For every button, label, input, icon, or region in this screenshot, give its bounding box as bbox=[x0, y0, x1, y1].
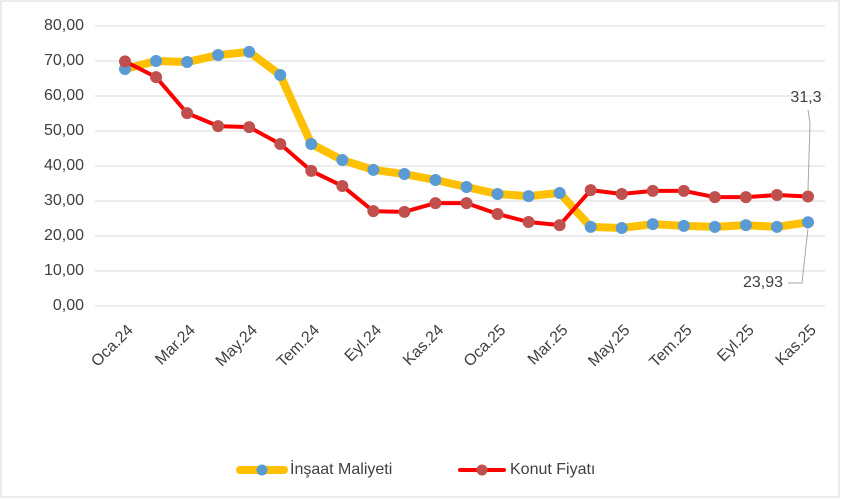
marker bbox=[212, 120, 225, 133]
marker bbox=[181, 56, 194, 69]
marker bbox=[615, 221, 628, 234]
y-tick-label: 40,00 bbox=[44, 157, 84, 174]
marker bbox=[770, 220, 783, 233]
marker bbox=[802, 216, 814, 229]
marker bbox=[243, 121, 256, 134]
marker bbox=[677, 184, 690, 197]
marker bbox=[646, 184, 659, 197]
legend-marker bbox=[476, 464, 488, 476]
marker bbox=[522, 190, 535, 203]
leader-line bbox=[807, 109, 811, 191]
y-tick-label: 50,00 bbox=[44, 122, 84, 139]
marker bbox=[336, 154, 349, 167]
marker bbox=[150, 71, 163, 84]
data-label: 23,93 bbox=[743, 274, 783, 291]
marker bbox=[491, 207, 504, 220]
marker bbox=[150, 55, 163, 67]
legend-marker bbox=[256, 464, 268, 476]
marker bbox=[553, 186, 566, 199]
marker bbox=[398, 205, 411, 218]
leader-line bbox=[788, 228, 809, 284]
marker bbox=[274, 137, 287, 150]
y-tick-label: 60,00 bbox=[44, 87, 84, 104]
marker bbox=[491, 188, 504, 200]
legend-label: İnşaat Maliyeti bbox=[290, 459, 392, 478]
y-tick-label: 80,00 bbox=[44, 17, 84, 34]
marker bbox=[522, 216, 535, 228]
marker bbox=[739, 219, 752, 232]
legend-label: Konut Fiyatı bbox=[510, 461, 595, 478]
marker bbox=[770, 189, 783, 202]
marker bbox=[305, 164, 318, 177]
marker bbox=[305, 137, 318, 150]
marker bbox=[367, 205, 380, 218]
y-tick-label: 30,00 bbox=[44, 192, 84, 209]
marker bbox=[429, 197, 442, 210]
marker bbox=[708, 220, 721, 233]
marker bbox=[460, 181, 473, 193]
marker bbox=[584, 184, 597, 197]
y-tick-label: 0,00 bbox=[53, 297, 84, 314]
marker bbox=[274, 69, 287, 81]
y-tick-label: 20,00 bbox=[44, 227, 84, 244]
marker bbox=[212, 49, 225, 62]
data-label: 31,3 bbox=[790, 89, 821, 106]
marker bbox=[119, 55, 131, 68]
marker bbox=[243, 45, 256, 58]
marker bbox=[336, 179, 349, 192]
marker bbox=[398, 168, 411, 181]
marker bbox=[460, 197, 473, 210]
y-tick-label: 70,00 bbox=[44, 52, 84, 69]
marker bbox=[429, 174, 442, 186]
marker bbox=[802, 190, 814, 203]
marker bbox=[646, 218, 659, 231]
marker bbox=[584, 220, 597, 233]
marker bbox=[367, 163, 380, 176]
marker bbox=[615, 188, 628, 200]
marker bbox=[181, 107, 194, 120]
marker bbox=[677, 219, 690, 232]
y-tick-label: 10,00 bbox=[44, 262, 84, 279]
marker bbox=[708, 191, 721, 204]
marker bbox=[739, 191, 752, 204]
marker bbox=[553, 219, 566, 232]
